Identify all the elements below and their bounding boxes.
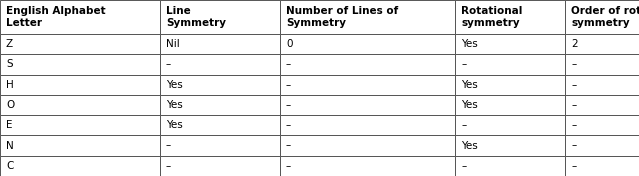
Text: –: – (286, 100, 291, 110)
Bar (455, 75, 565, 95)
Text: –: – (571, 59, 576, 69)
Bar (565, 75, 639, 95)
Text: S: S (6, 59, 13, 69)
Text: –: – (461, 59, 466, 69)
Bar (565, 54, 639, 75)
Text: Rotational
symmetry: Rotational symmetry (461, 6, 522, 28)
Bar (280, 95, 455, 115)
Text: Yes: Yes (166, 80, 183, 90)
Bar (0, 135, 160, 156)
Bar (280, 135, 455, 156)
Text: –: – (461, 161, 466, 171)
Bar (455, 54, 565, 75)
Text: –: – (286, 161, 291, 171)
Bar (565, 115, 639, 135)
Bar (565, 135, 639, 156)
Text: Yes: Yes (166, 120, 183, 130)
Bar (0, 156, 160, 176)
Text: –: – (461, 120, 466, 130)
Text: –: – (286, 120, 291, 130)
Text: Order of rotational
symmetry: Order of rotational symmetry (571, 6, 639, 28)
Bar (280, 156, 455, 176)
Bar (160, 135, 280, 156)
Text: Z: Z (6, 39, 13, 49)
Bar (455, 135, 565, 156)
Bar (280, 75, 455, 95)
Text: –: – (286, 80, 291, 90)
Bar (0, 115, 160, 135)
Text: –: – (571, 141, 576, 151)
Text: 0: 0 (286, 39, 293, 49)
Text: English Alphabet
Letter: English Alphabet Letter (6, 6, 105, 28)
Bar (0, 34, 160, 54)
Text: –: – (571, 120, 576, 130)
Bar (455, 156, 565, 176)
Text: –: – (571, 80, 576, 90)
Text: 2: 2 (571, 39, 578, 49)
Bar (565, 0, 639, 34)
Text: Line
Symmetry: Line Symmetry (166, 6, 226, 28)
Bar (455, 0, 565, 34)
Text: Yes: Yes (461, 80, 478, 90)
Bar (0, 0, 160, 34)
Text: Yes: Yes (166, 100, 183, 110)
Text: Yes: Yes (461, 100, 478, 110)
Text: Number of Lines of
Symmetry: Number of Lines of Symmetry (286, 6, 398, 28)
Bar (0, 95, 160, 115)
Bar (160, 75, 280, 95)
Bar (160, 34, 280, 54)
Text: Yes: Yes (461, 39, 478, 49)
Text: –: – (286, 141, 291, 151)
Text: C: C (6, 161, 13, 171)
Bar (565, 34, 639, 54)
Bar (280, 34, 455, 54)
Text: H: H (6, 80, 14, 90)
Bar (280, 54, 455, 75)
Bar (160, 115, 280, 135)
Text: –: – (166, 161, 171, 171)
Bar (160, 95, 280, 115)
Bar (455, 34, 565, 54)
Text: Nil: Nil (166, 39, 180, 49)
Text: –: – (571, 100, 576, 110)
Bar (565, 95, 639, 115)
Bar (565, 156, 639, 176)
Bar (160, 0, 280, 34)
Bar (455, 115, 565, 135)
Bar (455, 95, 565, 115)
Text: –: – (166, 141, 171, 151)
Text: N: N (6, 141, 14, 151)
Text: –: – (571, 161, 576, 171)
Bar (0, 75, 160, 95)
Bar (280, 115, 455, 135)
Bar (0, 54, 160, 75)
Bar (280, 0, 455, 34)
Bar (160, 156, 280, 176)
Text: O: O (6, 100, 14, 110)
Text: –: – (166, 59, 171, 69)
Bar (160, 54, 280, 75)
Text: Yes: Yes (461, 141, 478, 151)
Text: E: E (6, 120, 13, 130)
Text: –: – (286, 59, 291, 69)
